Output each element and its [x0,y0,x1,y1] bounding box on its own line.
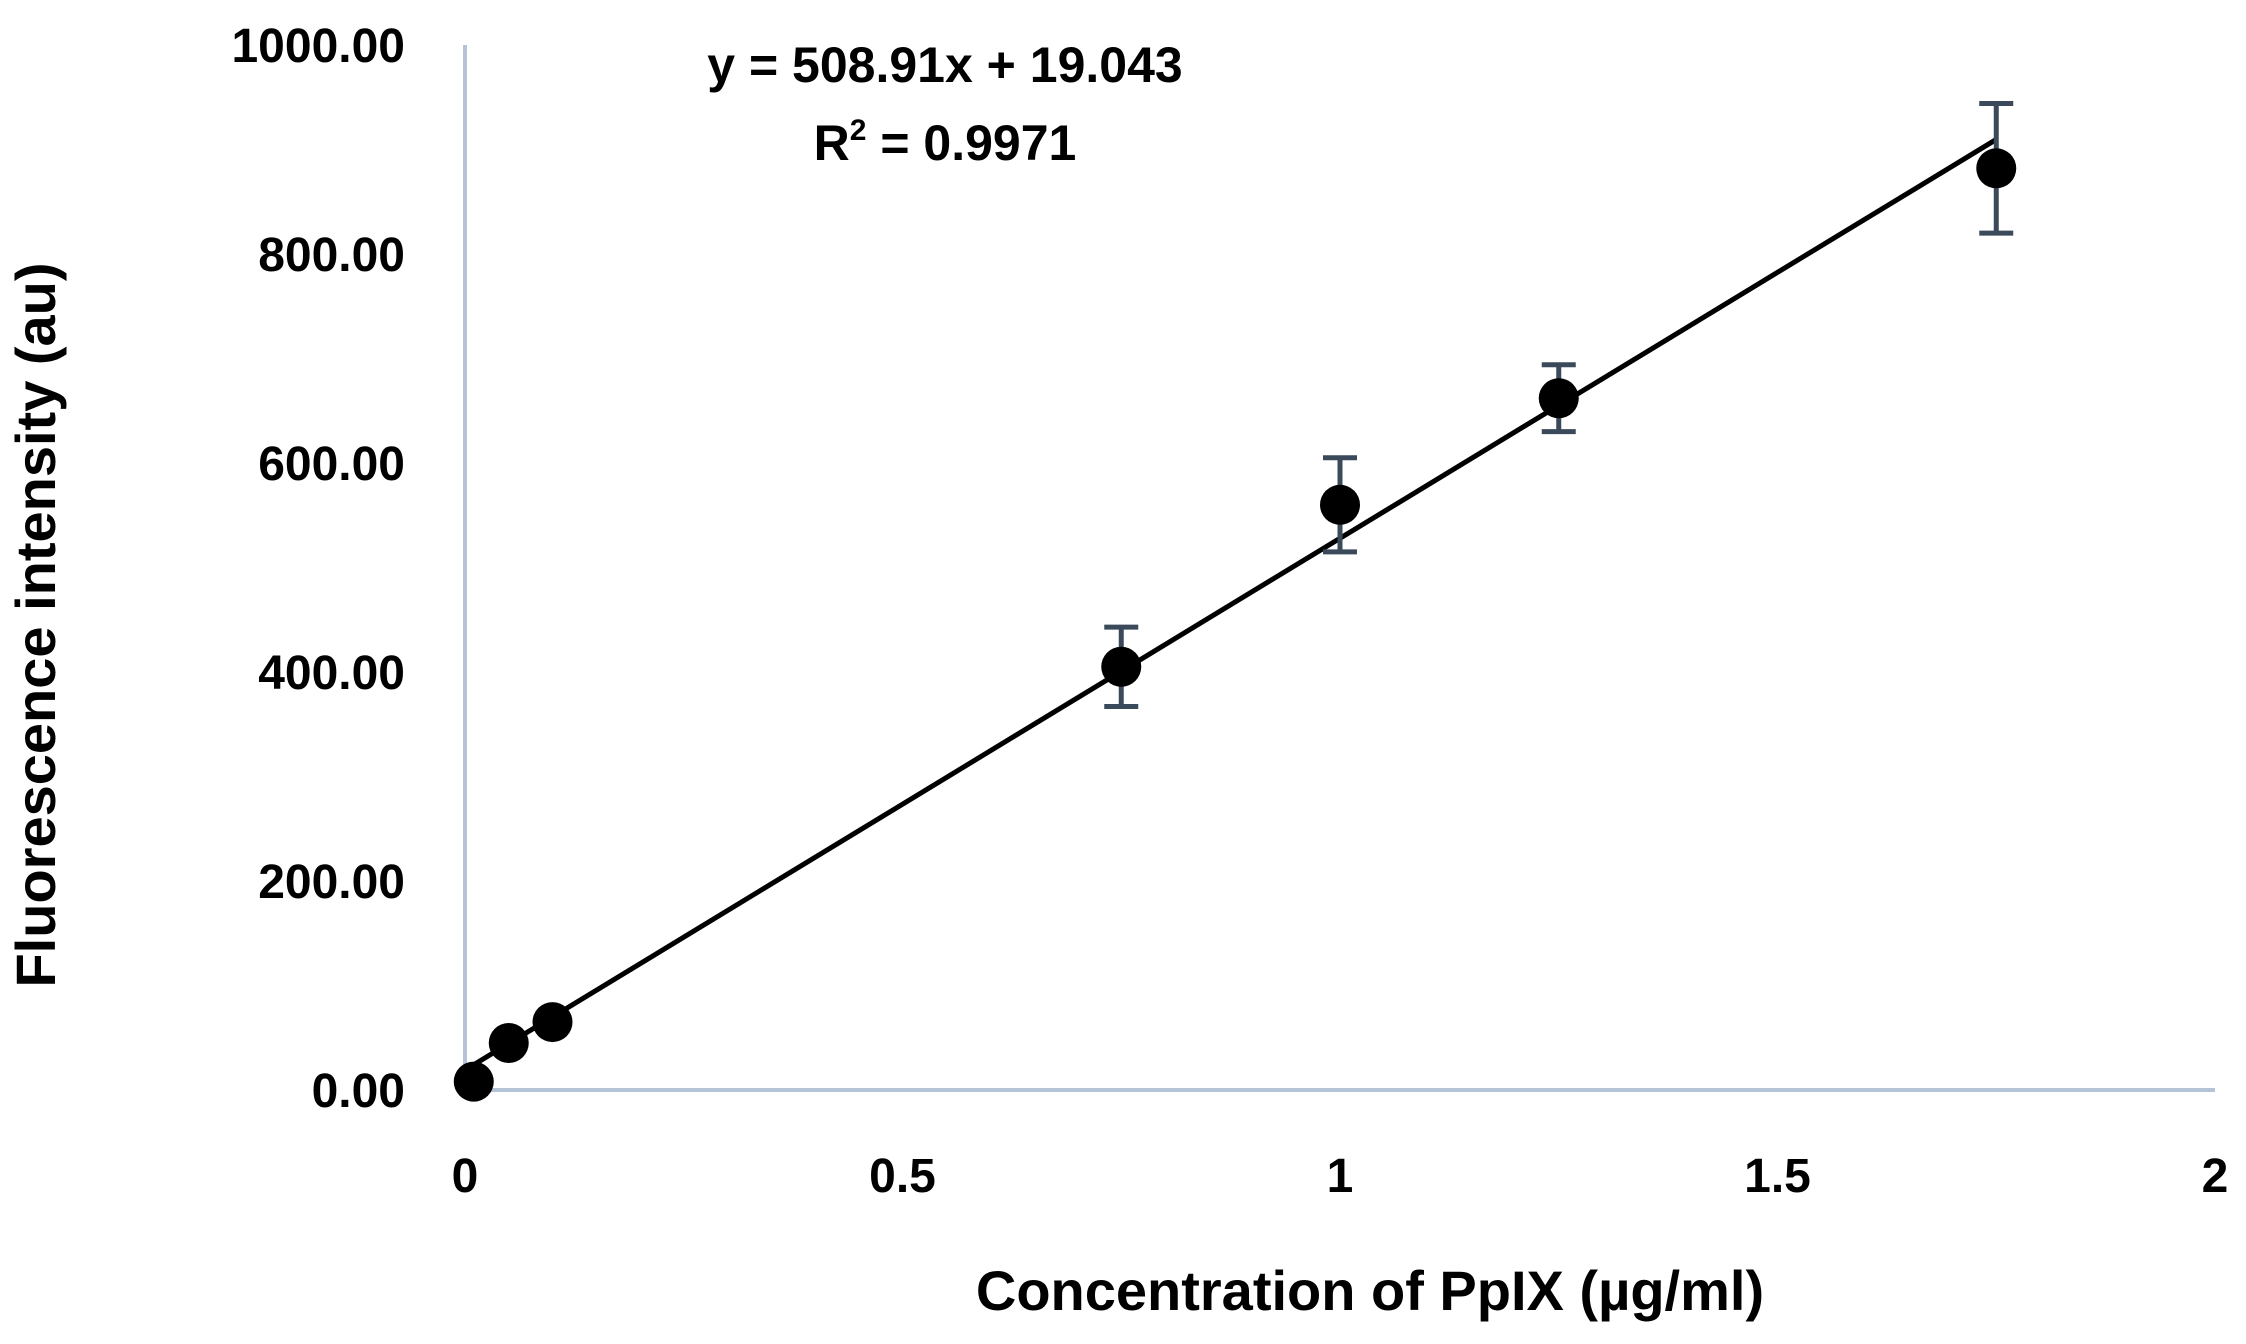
y-tick-label: 400.00 [258,647,405,700]
data-point [1976,148,2017,189]
y-tick-label: 600.00 [258,438,405,491]
data-points [453,148,2017,1102]
r-squared-sup: 2 [850,114,867,147]
x-tick-label: 2 [2202,1150,2229,1203]
trendline-equation: y = 508.91x + 19.043 [707,37,1182,93]
axes [463,45,2215,1092]
y-axis-title: Fluorescence intensity (au) [4,262,67,987]
tick-labels: 0.00 200.00 400.00 600.00 800.00 1000.00 0 0.5 1… [231,20,2228,1203]
r-squared-value: = 0.9971 [866,115,1076,171]
r-squared-prefix: R [814,115,850,171]
x-tick-label: 0.5 [869,1150,936,1203]
data-point [1320,484,1360,525]
x-tick-label: 0 [452,1150,479,1203]
x-axis-title: Concentration of PpIX (µg/ml) [976,1259,1764,1322]
data-point [488,1022,529,1063]
trendline [472,137,1998,1067]
data-point [532,1002,573,1043]
y-tick-label: 200.00 [258,856,405,909]
data-point [1538,378,1579,419]
y-tick-label: 0.00 [312,1065,405,1118]
x-tick-label: 1 [1327,1150,1354,1203]
x-tick-label: 1.5 [1744,1150,1811,1203]
data-point [1101,646,1142,687]
r-squared-label: R2 = 0.9971 [814,114,1077,171]
y-tick-label: 800.00 [258,229,405,282]
data-point [453,1061,494,1102]
trendline-layer [472,137,1998,1067]
y-tick-label: 1000.00 [231,20,405,73]
